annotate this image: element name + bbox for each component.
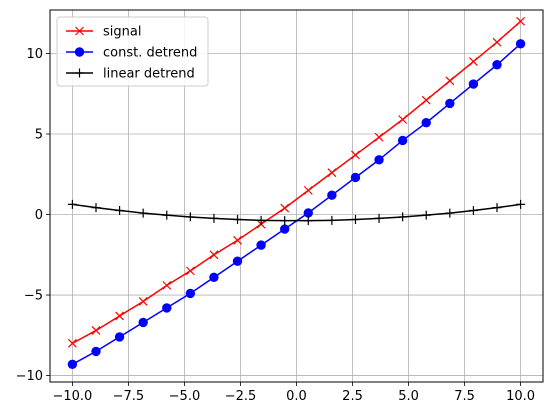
- x-tick-label: −10.0: [52, 389, 92, 404]
- data-point: [303, 208, 313, 218]
- data-point: [256, 215, 266, 225]
- data-point: [232, 256, 243, 266]
- data-point: [374, 132, 384, 142]
- data-point: [445, 98, 455, 109]
- data-point: [209, 213, 219, 223]
- series-group: [67, 16, 526, 369]
- data-point: [397, 135, 408, 146]
- x-tick-label: −7.5: [113, 389, 145, 404]
- y-tick-label: −5: [24, 289, 43, 304]
- data-point: [468, 205, 478, 215]
- legend-entry: signal: [66, 25, 141, 40]
- data-point: [256, 240, 266, 250]
- data-point: [162, 210, 172, 220]
- x-tick-label: 5.0: [398, 389, 419, 404]
- data-point: [445, 208, 455, 218]
- data-point: [280, 203, 290, 213]
- x-tick-label: −5.0: [169, 389, 201, 404]
- x-tick-label: 0.0: [286, 389, 307, 404]
- data-point: [303, 185, 313, 195]
- data-point: [209, 250, 219, 260]
- axis-ticks: −10.0 −7.5 −5.0 −2.5 0.0 2.5 5.0 7.5 10.0 −10 −5 0 5…: [16, 47, 536, 404]
- data-point: [492, 203, 502, 213]
- data-point: [374, 155, 384, 165]
- legend-entry: linear detrend: [66, 67, 195, 82]
- data-point: [421, 95, 431, 105]
- data-point: [138, 297, 148, 306]
- data-point: [398, 212, 408, 222]
- data-point: [115, 205, 125, 215]
- data-point: [350, 172, 361, 183]
- data-point: [91, 203, 101, 213]
- x-tick-label: 7.5: [454, 389, 475, 404]
- data-point: [138, 317, 148, 328]
- x-tick-label: 10.0: [506, 389, 535, 404]
- data-point: [209, 272, 219, 283]
- y-tick-label: 5: [35, 128, 43, 143]
- data-point: [327, 190, 337, 200]
- data-point: [91, 326, 101, 335]
- y-tick-label: 10: [26, 47, 43, 62]
- data-point: [515, 39, 526, 49]
- data-point: [303, 216, 313, 226]
- data-point: [421, 210, 431, 220]
- data-point: [468, 79, 479, 89]
- data-point: [233, 215, 243, 225]
- data-point: [421, 118, 431, 128]
- legend-label: linear detrend: [103, 67, 195, 82]
- data-point: [162, 280, 172, 290]
- data-point: [67, 199, 77, 209]
- data-point: [185, 212, 195, 222]
- data-point: [280, 224, 290, 234]
- data-point: [185, 288, 196, 299]
- y-tick-label: −10: [16, 369, 43, 384]
- series-0: [67, 16, 526, 348]
- legend-marker: [74, 47, 85, 57]
- data-point: [67, 338, 77, 348]
- data-point: [67, 359, 78, 369]
- data-point: [350, 215, 360, 225]
- data-point: [327, 168, 337, 178]
- legend-marker: [75, 68, 84, 78]
- data-point: [374, 213, 384, 223]
- legend: signal const. detrend linear detrend: [56, 16, 209, 87]
- data-point: [162, 303, 172, 313]
- data-point: [327, 215, 337, 225]
- data-point: [492, 60, 502, 70]
- data-point: [351, 150, 360, 160]
- legend-box: [56, 16, 209, 87]
- series-2: [67, 199, 526, 226]
- y-tick-label: 0: [35, 208, 43, 223]
- data-point: [280, 216, 290, 226]
- legend-label: signal: [103, 25, 141, 40]
- data-point: [233, 235, 242, 245]
- data-point: [185, 266, 195, 276]
- x-tick-label: −2.5: [225, 389, 257, 404]
- data-point: [516, 16, 526, 26]
- legend-marker: [75, 26, 84, 36]
- legend-entry: const. detrend: [66, 46, 197, 61]
- data-point: [91, 346, 101, 357]
- data-point: [138, 208, 148, 218]
- x-tick-label: 2.5: [342, 389, 363, 404]
- legend-label: const. detrend: [103, 46, 197, 61]
- data-point: [114, 332, 125, 342]
- grid: [50, 10, 543, 382]
- data-point: [398, 115, 408, 124]
- data-point: [516, 199, 526, 209]
- data-point: [492, 37, 502, 47]
- data-point: [445, 76, 455, 86]
- data-point: [468, 57, 478, 66]
- data-point: [115, 311, 125, 321]
